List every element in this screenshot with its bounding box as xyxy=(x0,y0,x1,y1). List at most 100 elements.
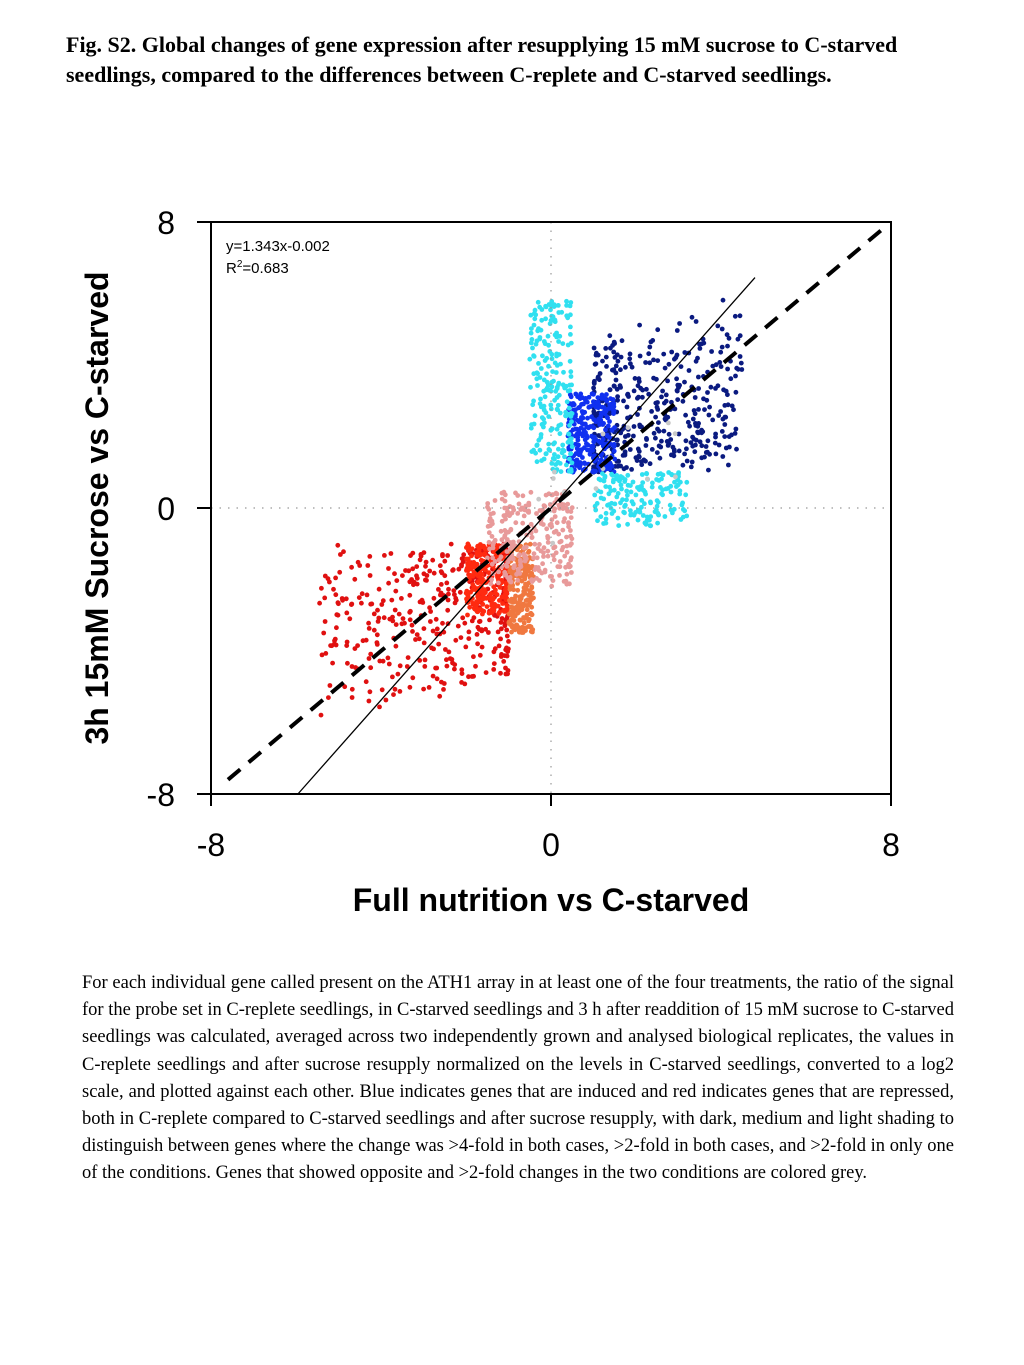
data-point xyxy=(682,451,687,457)
data-point xyxy=(607,435,612,441)
data-point xyxy=(530,402,536,408)
data-point xyxy=(649,409,654,414)
data-point xyxy=(523,556,529,562)
data-point xyxy=(604,392,609,397)
data-point xyxy=(477,590,482,595)
data-point xyxy=(737,313,743,319)
x-axis-label: Full nutrition vs C-starved xyxy=(353,882,749,918)
data-point xyxy=(463,644,469,650)
data-point xyxy=(618,475,624,481)
y-axis-label: 3h 15mM Sucrose vs C-starved xyxy=(79,271,115,744)
data-point xyxy=(531,551,537,557)
data-point xyxy=(660,388,665,394)
data-point xyxy=(705,438,711,444)
data-point xyxy=(543,410,549,416)
data-point xyxy=(632,376,638,381)
data-point xyxy=(529,535,535,540)
data-point xyxy=(568,394,574,400)
data-point xyxy=(660,487,665,493)
data-point xyxy=(504,602,510,608)
data-point xyxy=(500,601,505,606)
data-point xyxy=(734,365,740,371)
data-point xyxy=(393,588,399,594)
data-point xyxy=(339,596,345,601)
data-point xyxy=(551,441,556,447)
data-point xyxy=(449,657,455,662)
data-point xyxy=(421,571,427,577)
data-point xyxy=(628,414,633,420)
data-point xyxy=(555,454,561,460)
data-point xyxy=(627,447,633,452)
data-point xyxy=(482,551,488,557)
scatter-points xyxy=(317,297,745,718)
data-point xyxy=(431,646,436,652)
data-point xyxy=(649,484,655,490)
data-point xyxy=(696,407,701,412)
data-point xyxy=(498,636,503,642)
data-point xyxy=(695,423,701,429)
data-point xyxy=(690,443,696,449)
data-point xyxy=(635,446,641,452)
data-point xyxy=(720,454,726,459)
data-point xyxy=(553,370,559,375)
data-point xyxy=(591,345,597,351)
data-point xyxy=(527,541,533,547)
data-point xyxy=(661,351,667,357)
data-point xyxy=(519,505,525,511)
data-point xyxy=(684,458,690,464)
data-point xyxy=(612,456,618,462)
data-point xyxy=(516,501,522,507)
data-point xyxy=(559,309,565,315)
data-point xyxy=(459,671,465,676)
data-point xyxy=(692,395,698,400)
data-point xyxy=(520,493,526,499)
data-point xyxy=(464,588,470,594)
data-point xyxy=(613,363,619,369)
data-point xyxy=(735,336,741,342)
data-point xyxy=(702,454,707,460)
data-point xyxy=(492,559,498,564)
data-point xyxy=(489,603,495,608)
data-point xyxy=(589,391,595,397)
data-point xyxy=(695,355,700,361)
data-point xyxy=(549,384,555,390)
data-point xyxy=(721,387,726,393)
data-point xyxy=(552,397,557,403)
data-point xyxy=(716,413,722,418)
data-point xyxy=(552,506,558,512)
data-point xyxy=(616,523,622,528)
data-point xyxy=(493,603,499,609)
data-point xyxy=(579,421,585,426)
data-point xyxy=(633,492,639,498)
data-point xyxy=(579,409,585,414)
data-point xyxy=(514,622,520,628)
data-point xyxy=(586,394,592,400)
data-point xyxy=(537,447,543,453)
data-point xyxy=(719,326,725,332)
data-point xyxy=(641,457,647,463)
data-point xyxy=(564,571,570,577)
data-point xyxy=(536,496,542,502)
data-point xyxy=(540,353,545,359)
data-point xyxy=(567,456,572,462)
data-point xyxy=(388,551,394,556)
data-point xyxy=(697,439,703,445)
data-point xyxy=(518,564,524,570)
data-point xyxy=(524,607,530,613)
data-point xyxy=(699,341,705,347)
data-point xyxy=(330,660,335,666)
data-point xyxy=(565,342,571,348)
data-point xyxy=(713,362,719,368)
data-point xyxy=(670,510,675,516)
data-point xyxy=(705,390,710,395)
data-point xyxy=(531,371,537,377)
data-point xyxy=(473,663,478,669)
regression-equation: y=1.343x-0.002 xyxy=(226,238,330,255)
data-point xyxy=(377,658,383,664)
data-point xyxy=(653,435,658,441)
data-point xyxy=(666,431,672,437)
data-point xyxy=(666,420,671,426)
data-point xyxy=(568,436,574,442)
data-point xyxy=(430,557,436,563)
data-point xyxy=(581,427,587,432)
